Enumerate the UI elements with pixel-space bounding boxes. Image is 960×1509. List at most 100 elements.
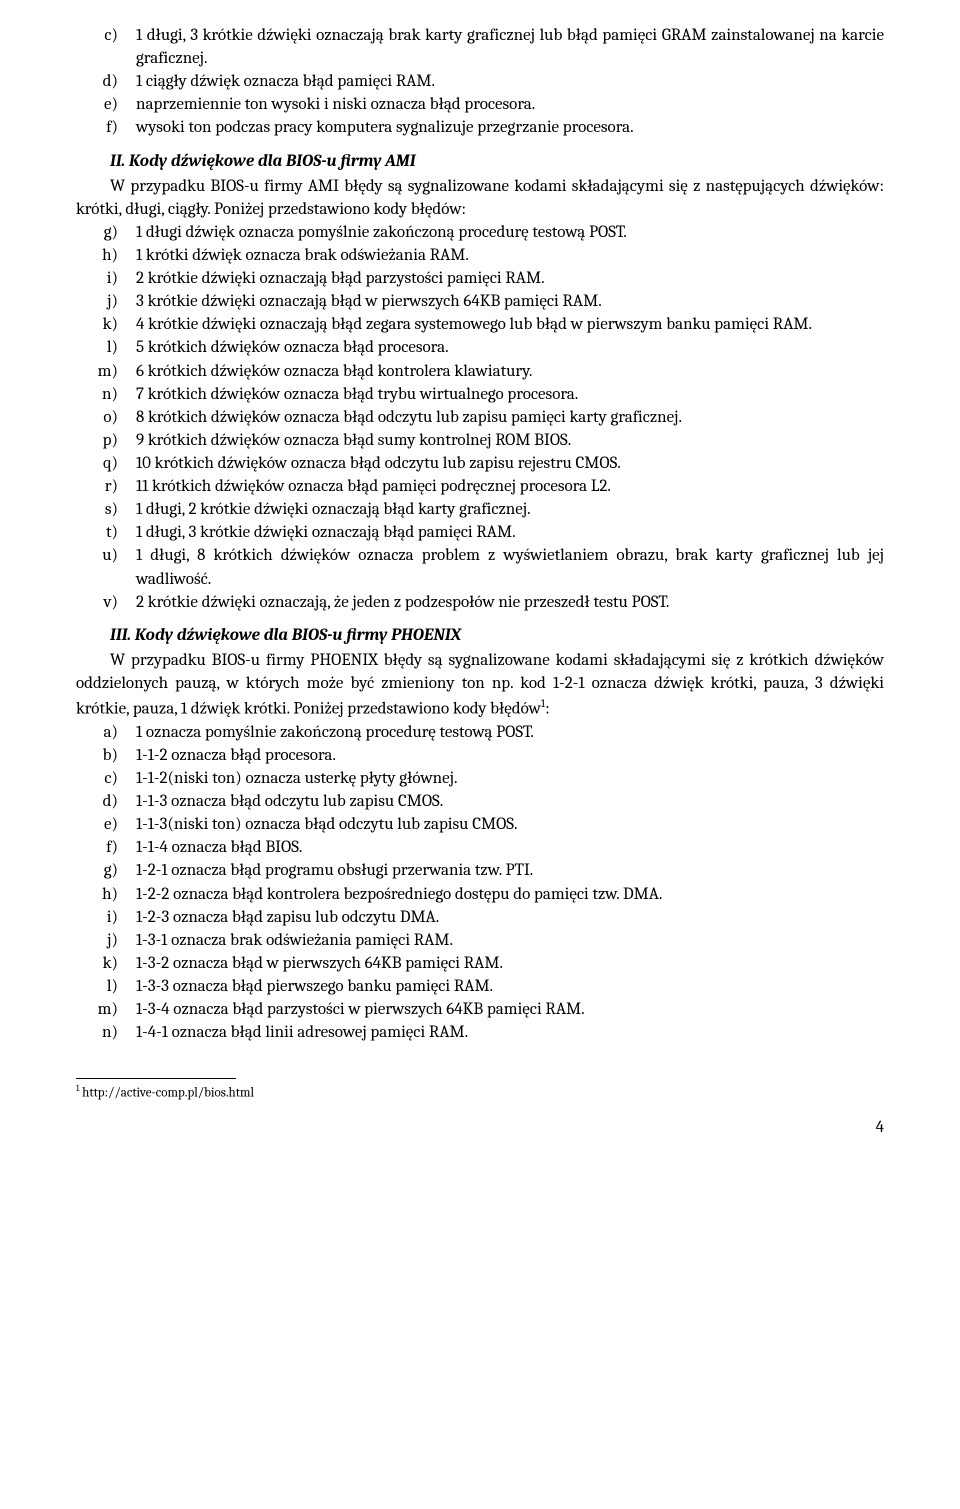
- list-text: 1-3-2 oznacza błąd w pierwszych 64KB pam…: [136, 952, 884, 975]
- list-marker: h): [76, 244, 136, 267]
- list-marker: i): [76, 267, 136, 290]
- list-text: 1 długi, 3 krótkie dźwięki oznaczają błą…: [136, 521, 884, 544]
- paragraph: W przypadku BIOS-u firmy PHOENIX błędy s…: [76, 649, 884, 721]
- list-marker: c): [76, 24, 136, 70]
- list-marker: e): [76, 813, 136, 836]
- list-item: m)6 krótkich dźwięków oznacza błąd kontr…: [76, 360, 884, 383]
- list-item: m)1-3-4 oznacza błąd parzystości w pierw…: [76, 998, 884, 1021]
- footnote-text: http://active-comp.pl/bios.html: [79, 1086, 254, 1101]
- list-marker: a): [76, 721, 136, 744]
- list-marker: p): [76, 429, 136, 452]
- footnote: 1 http://active-comp.pl/bios.html: [76, 1083, 884, 1102]
- list-marker: u): [76, 544, 136, 590]
- list-marker: g): [76, 859, 136, 882]
- list-text: 1-3-4 oznacza błąd parzystości w pierwsz…: [136, 998, 884, 1021]
- list-marker: e): [76, 93, 136, 116]
- list-section-1: c)1 długi, 3 krótkie dźwięki oznaczają b…: [76, 24, 884, 140]
- list-text: 7 krótkich dźwięków oznacza błąd trybu w…: [136, 383, 884, 406]
- list-marker: r): [76, 475, 136, 498]
- list-text: 5 krótkich dźwięków oznacza błąd proceso…: [136, 336, 884, 359]
- list-item: n)1-4-1 oznacza błąd linii adresowej pam…: [76, 1021, 884, 1044]
- list-item: k)1-3-2 oznacza błąd w pierwszych 64KB p…: [76, 952, 884, 975]
- list-item: g)1 długi dźwięk oznacza pomyślnie zakoń…: [76, 221, 884, 244]
- list-text: 3 krótkie dźwięki oznaczają błąd w pierw…: [136, 290, 884, 313]
- list-text: 1-1-4 oznacza błąd BIOS.: [136, 836, 884, 859]
- list-marker: t): [76, 521, 136, 544]
- list-item: r)11 krótkich dźwięków oznacza błąd pami…: [76, 475, 884, 498]
- section-heading-ami: II. Kody dźwiękowe dla BIOS-u firmy AMI: [110, 150, 884, 173]
- list-marker: h): [76, 883, 136, 906]
- list-text: 1 długi, 8 krótkich dźwięków oznacza pro…: [136, 544, 884, 590]
- list-text: wysoki ton podczas pracy komputera sygna…: [136, 116, 884, 139]
- list-item: g)1-2-1 oznacza błąd programu obsługi pr…: [76, 859, 884, 882]
- list-item: j)1-3-1 oznacza brak odświeżania pamięci…: [76, 929, 884, 952]
- list-item: e)naprzemiennie ton wysoki i niski oznac…: [76, 93, 884, 116]
- list-item: f)wysoki ton podczas pracy komputera syg…: [76, 116, 884, 139]
- list-item: j)3 krótkie dźwięki oznaczają błąd w pie…: [76, 290, 884, 313]
- list-section-3: a)1 oznacza pomyślnie zakończoną procedu…: [76, 721, 884, 1045]
- list-item: i)2 krótkie dźwięki oznaczają błąd parzy…: [76, 267, 884, 290]
- list-item: a)1 oznacza pomyślnie zakończoną procedu…: [76, 721, 884, 744]
- paragraph-tail: :: [545, 700, 550, 719]
- list-text: 2 krótkie dźwięki oznaczają, że jeden z …: [136, 591, 884, 614]
- list-item: p)9 krótkich dźwięków oznacza błąd sumy …: [76, 429, 884, 452]
- list-text: 1-2-1 oznacza błąd programu obsługi prze…: [136, 859, 884, 882]
- list-text: 1-1-2(niski ton) oznacza usterkę płyty g…: [136, 767, 884, 790]
- list-item: e)1-1-3(niski ton) oznacza błąd odczytu …: [76, 813, 884, 836]
- list-marker: s): [76, 498, 136, 521]
- list-text: 1-2-2 oznacza błąd kontrolera bezpośredn…: [136, 883, 884, 906]
- list-item: h)1-2-2 oznacza błąd kontrolera bezpośre…: [76, 883, 884, 906]
- list-item: c)1 długi, 3 krótkie dźwięki oznaczają b…: [76, 24, 884, 70]
- list-item: d)1 ciągły dźwięk oznacza błąd pamięci R…: [76, 70, 884, 93]
- list-item: n)7 krótkich dźwięków oznacza błąd trybu…: [76, 383, 884, 406]
- list-marker: j): [76, 290, 136, 313]
- list-text: 1 krótki dźwięk oznacza brak odświeżania…: [136, 244, 884, 267]
- list-marker: k): [76, 952, 136, 975]
- list-marker: l): [76, 336, 136, 359]
- list-marker: m): [76, 360, 136, 383]
- list-text: 1-3-3 oznacza błąd pierwszego banku pami…: [136, 975, 884, 998]
- list-text: 1 ciągły dźwięk oznacza błąd pamięci RAM…: [136, 70, 884, 93]
- list-item: f)1-1-4 oznacza błąd BIOS.: [76, 836, 884, 859]
- list-text: 2 krótkie dźwięki oznaczają błąd parzyst…: [136, 267, 884, 290]
- list-marker: d): [76, 790, 136, 813]
- list-item: b)1-1-2 oznacza błąd procesora.: [76, 744, 884, 767]
- list-text: 6 krótkich dźwięków oznacza błąd kontrol…: [136, 360, 884, 383]
- list-marker: l): [76, 975, 136, 998]
- list-text: naprzemiennie ton wysoki i niski oznacza…: [136, 93, 884, 116]
- paragraph-text: W przypadku BIOS-u firmy AMI błędy są sy…: [76, 177, 884, 219]
- list-marker: g): [76, 221, 136, 244]
- list-text: 1-1-2 oznacza błąd procesora.: [136, 744, 884, 767]
- list-text: 1-3-1 oznacza brak odświeżania pamięci R…: [136, 929, 884, 952]
- list-text: 9 krótkich dźwięków oznacza błąd sumy ko…: [136, 429, 884, 452]
- list-item: v)2 krótkie dźwięki oznaczają, że jeden …: [76, 591, 884, 614]
- paragraph: W przypadku BIOS-u firmy AMI błędy są sy…: [76, 175, 884, 221]
- list-item: h)1 krótki dźwięk oznacza brak odświeżan…: [76, 244, 884, 267]
- paragraph-text: W przypadku BIOS-u firmy PHOENIX błędy s…: [76, 651, 884, 719]
- list-text: 1 długi dźwięk oznacza pomyślnie zakończ…: [136, 221, 884, 244]
- list-marker: i): [76, 906, 136, 929]
- section-heading-phoenix: III. Kody dźwiękowe dla BIOS-u firmy PHO…: [110, 624, 884, 647]
- list-text: 11 krótkich dźwięków oznacza błąd pamięc…: [136, 475, 884, 498]
- list-marker: o): [76, 406, 136, 429]
- footnote-rule: [76, 1078, 236, 1079]
- list-item: k)4 krótkie dźwięki oznaczają błąd zegar…: [76, 313, 884, 336]
- list-marker: n): [76, 1021, 136, 1044]
- list-text: 10 krótkich dźwięków oznacza błąd odczyt…: [136, 452, 884, 475]
- list-item: i)1-2-3 oznacza błąd zapisu lub odczytu …: [76, 906, 884, 929]
- list-text: 4 krótkie dźwięki oznaczają błąd zegara …: [136, 313, 884, 336]
- list-item: q)10 krótkich dźwięków oznacza błąd odcz…: [76, 452, 884, 475]
- list-text: 1 długi, 3 krótkie dźwięki oznaczają bra…: [136, 24, 884, 70]
- list-marker: b): [76, 744, 136, 767]
- list-section-2: g)1 długi dźwięk oznacza pomyślnie zakoń…: [76, 221, 884, 614]
- list-marker: f): [76, 116, 136, 139]
- list-item: c)1-1-2(niski ton) oznacza usterkę płyty…: [76, 767, 884, 790]
- list-text: 1-1-3(niski ton) oznacza błąd odczytu lu…: [136, 813, 884, 836]
- list-marker: v): [76, 591, 136, 614]
- list-item: l)5 krótkich dźwięków oznacza błąd proce…: [76, 336, 884, 359]
- list-item: s)1 długi, 2 krótkie dźwięki oznaczają b…: [76, 498, 884, 521]
- page-number: 4: [76, 1116, 884, 1139]
- list-marker: m): [76, 998, 136, 1021]
- list-text: 1 długi, 2 krótkie dźwięki oznaczają błą…: [136, 498, 884, 521]
- list-marker: d): [76, 70, 136, 93]
